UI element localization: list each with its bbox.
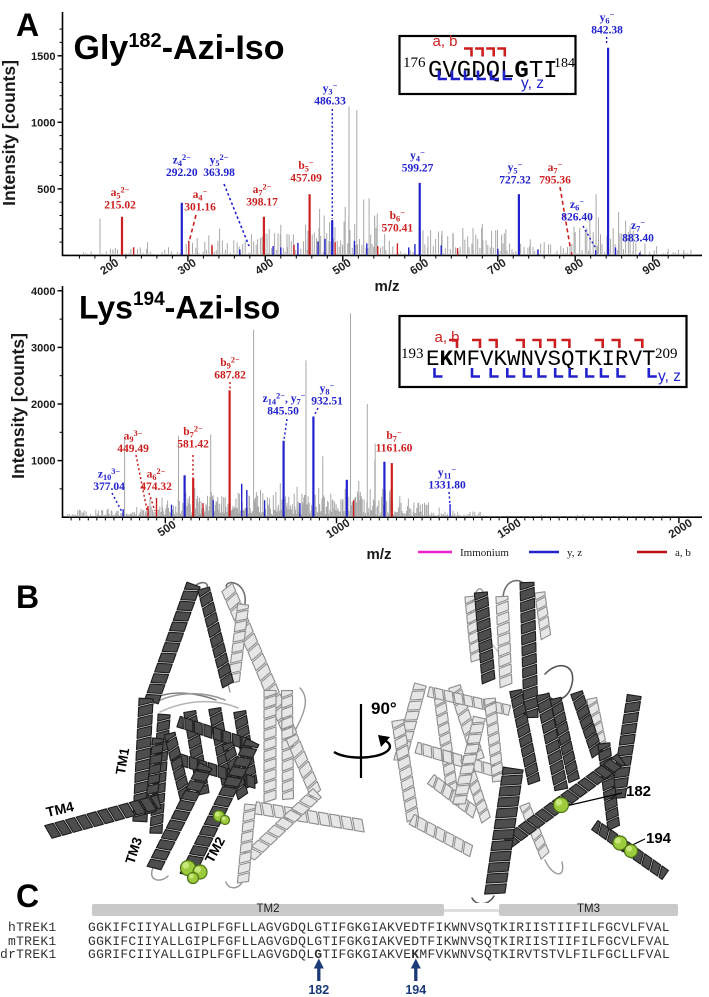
svg-text:449.49: 449.49 [117,443,149,455]
svg-text:TM4: TM4 [44,798,75,820]
svg-text:a72−: a72− [253,183,272,198]
svg-text:GVGDQLGTI: GVGDQLGTI [428,58,558,85]
svg-text:a, b: a, b [434,329,459,346]
svg-text:EKMFVKWNVSQTKIRVT: EKMFVKWNVSQTKIRVT [426,346,656,372]
svg-text:z42−: z42− [173,153,191,168]
svg-text:687.82: 687.82 [214,370,246,382]
svg-text:2000: 2000 [31,399,55,411]
svg-text:y52−: y52− [210,153,229,168]
svg-text:182: 182 [308,983,329,997]
svg-text:182: 182 [626,783,651,800]
svg-text:301.16: 301.16 [184,202,216,214]
svg-text:Immonium: Immonium [460,547,509,559]
svg-text:a62−: a62− [147,467,166,482]
svg-text:398.17: 398.17 [246,197,278,209]
svg-text:4000: 4000 [31,286,55,298]
svg-text:a4−: a4− [193,188,208,203]
svg-text:845.50: 845.50 [267,406,299,418]
svg-text:a7−: a7− [548,161,563,176]
svg-text:b5−: b5− [298,159,314,174]
svg-text:90°: 90° [371,699,397,718]
svg-text:b7−: b7− [386,429,402,444]
svg-text:Gly182-Azi-Iso: Gly182-Azi-Iso [74,29,285,67]
svg-text:m/z: m/z [366,546,391,563]
svg-text:599.27: 599.27 [402,163,434,175]
svg-text:y, z: y, z [521,75,544,92]
svg-text:y3−: y3− [323,82,338,97]
svg-text:1161.60: 1161.60 [376,443,413,455]
svg-text:883.40: 883.40 [622,233,654,245]
svg-text:a93−: a93− [124,429,143,444]
svg-text:570.41: 570.41 [381,223,413,235]
svg-text:y6−: y6− [600,11,615,26]
svg-text:1000: 1000 [31,456,55,468]
svg-text:Lys194-Azi-Iso: Lys194-Azi-Iso [79,289,280,326]
svg-text:209: 209 [655,346,678,362]
svg-text:y4−: y4− [410,149,425,164]
svg-text:795.36: 795.36 [539,175,571,187]
svg-text:727.32: 727.32 [499,175,531,187]
svg-text:a, b: a, b [675,547,691,559]
svg-text:377.04: 377.04 [93,481,125,493]
svg-text:1000: 1000 [31,117,55,129]
svg-text:b6−: b6− [390,209,406,224]
svg-text:500: 500 [37,184,55,196]
svg-text:184: 184 [554,56,575,71]
svg-text:a52−: a52− [111,186,130,201]
svg-text:457.09: 457.09 [290,173,322,185]
svg-text:176: 176 [403,55,426,71]
svg-text:z7−: z7− [631,219,645,234]
svg-text:A: A [16,7,39,43]
svg-text:1500: 1500 [31,51,55,63]
svg-text:z103−: z103− [98,467,121,482]
svg-text:y8−: y8− [320,382,335,397]
svg-text:581.42: 581.42 [177,439,209,451]
svg-text:y11−: y11− [438,466,457,481]
svg-text:z142−, y7−: z142−, y7− [263,392,306,407]
svg-text:a, b: a, b [432,33,457,50]
svg-text:215.02: 215.02 [104,200,136,212]
svg-text:TM1: TM1 [113,746,133,776]
svg-text:b72−: b72− [183,425,203,440]
svg-text:486.33: 486.33 [314,96,346,108]
svg-text:b92−: b92− [220,356,240,371]
svg-text:194: 194 [405,983,426,997]
svg-text:m/z: m/z [374,278,399,295]
svg-text:826.40: 826.40 [561,212,593,224]
svg-text:Intensity [counts]: Intensity [counts] [0,60,19,206]
svg-text:3000: 3000 [31,342,55,354]
svg-text:842.38: 842.38 [591,25,623,37]
svg-text:292.20: 292.20 [166,167,198,179]
svg-text:194: 194 [646,830,672,847]
svg-text:y, z: y, z [658,368,681,385]
svg-text:y5−: y5− [508,161,523,176]
svg-text:B: B [16,579,39,615]
svg-text:z6−: z6− [570,198,584,213]
svg-text:y, z: y, z [567,547,582,559]
svg-text:474.32: 474.32 [140,481,172,493]
svg-text:932.51: 932.51 [311,396,343,408]
svg-text:1331.80: 1331.80 [428,480,466,492]
svg-text:193: 193 [401,346,424,362]
svg-text:Intensity [counts]: Intensity [counts] [8,333,28,479]
svg-text:363.98: 363.98 [203,167,235,179]
